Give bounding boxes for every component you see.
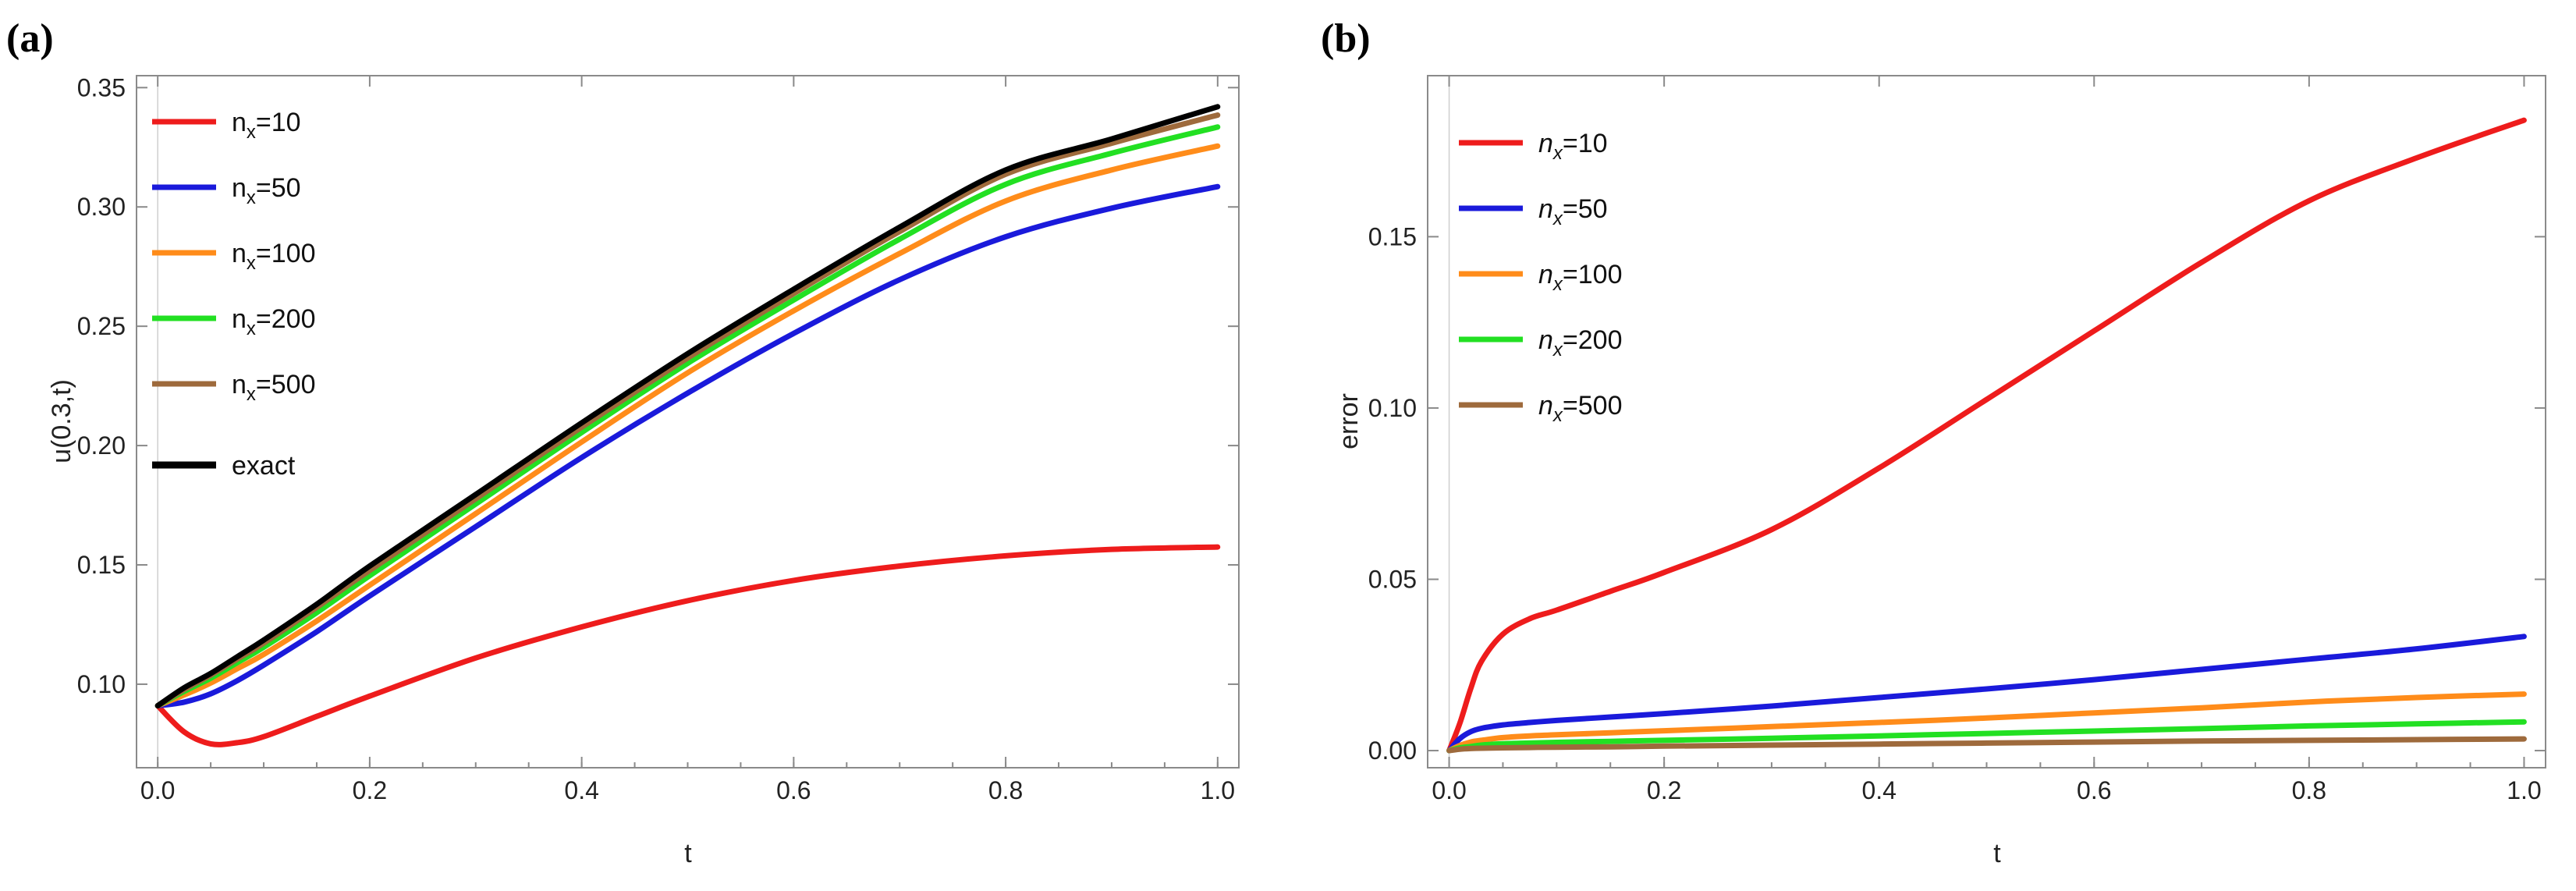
x-tick-label: 1.0 — [2507, 776, 2541, 804]
x-tick-label: 0.0 — [140, 776, 175, 804]
y-tick-label: 0.00 — [1368, 737, 1417, 765]
panel-b-ticks: 0.0 0.2 0.4 0.6 0.8 1.0 0.00 0.05 0.10 0.15 — [1368, 76, 2546, 804]
series-line-n-x-500 — [1446, 736, 2527, 754]
panel-b-plot-frame — [1427, 75, 2546, 769]
legend-label-n-x-500: nx=500 — [1538, 391, 1623, 426]
y-tick-label: 0.15 — [77, 551, 126, 579]
panel-b-x-axis-label: t — [1993, 839, 2001, 868]
y-tick-label: 0.15 — [1368, 222, 1417, 250]
panel-b-label: (b) — [1321, 16, 1371, 61]
series-line-n-x-10 — [1446, 117, 2527, 754]
x-tick-label: 0.4 — [564, 776, 598, 804]
panel-b-series — [1446, 117, 2527, 754]
legend-label-n-x-50: nx=50 — [1538, 194, 1608, 229]
x-tick-label: 0.2 — [353, 776, 387, 804]
series-line-n-x-100 — [154, 143, 1221, 708]
series-line-n-x-50 — [1446, 634, 2527, 754]
legend-label-n-x-200: nx=200 — [232, 304, 316, 339]
series-line-n-x-10 — [154, 544, 1221, 747]
panel-a-y-axis-label: u(0.3,t) — [47, 379, 76, 463]
series-line-exact — [154, 104, 1221, 708]
y-tick-label: 0.35 — [77, 73, 126, 101]
series-line-n-x-50 — [154, 183, 1221, 708]
y-tick-label: 0.05 — [1368, 565, 1417, 593]
legend-label-n-x-100: nx=100 — [1538, 260, 1623, 295]
legend-label-n-x-10: nx=10 — [232, 108, 301, 143]
panel-a-series — [154, 104, 1221, 747]
legend-label-n-x-100: nx=100 — [232, 239, 316, 274]
legend-label-n-x-200: nx=200 — [1538, 325, 1623, 360]
x-tick-label: 0.0 — [1432, 776, 1466, 804]
y-tick-label: 0.25 — [77, 312, 126, 340]
x-tick-label: 0.4 — [1861, 776, 1896, 804]
panel-b: (b) t error 0.0 0.2 0.4 0.6 0.8 1.00.000.050.… — [1321, 16, 2546, 868]
y-tick-label: 0.10 — [77, 670, 126, 698]
panel-b-y-axis-label: error — [1334, 393, 1364, 449]
panel-a: (a) t u(0.3,t) 0.0 0.2 0.4 0.6 0.8 1.0 0.10 0.1… — [6, 16, 1240, 868]
legend-label-n-x-500: nx=500 — [232, 370, 316, 405]
series-line-n-x-500 — [154, 112, 1221, 708]
x-tick-label: 0.6 — [776, 776, 811, 804]
y-tick-label: 0.10 — [1368, 394, 1417, 422]
panel-a-x-axis-label: t — [684, 839, 692, 868]
series-line-n-x-100 — [1446, 691, 2527, 754]
x-tick-label: 1.0 — [1201, 776, 1235, 804]
x-tick-label: 0.6 — [2077, 776, 2111, 804]
legend-label-n-x-10: nx=10 — [1538, 129, 1608, 164]
series-line-n-x-200 — [154, 124, 1221, 708]
y-tick-label: 0.30 — [77, 193, 126, 221]
panel-a-legend: nx=10 nx=50 nx=100 nx=200 nx=500 exact — [152, 108, 316, 481]
y-tick-label: 0.20 — [77, 431, 126, 460]
series-line-n-x-200 — [1446, 719, 2527, 754]
panel-a-label: (a) — [6, 16, 54, 61]
legend-label-n-x-50: nx=50 — [232, 173, 301, 208]
panel-b-legend: nx=10 nx=50 nx=100 nx=200 nx=500 — [1459, 129, 1623, 426]
legend-label-exact: exact — [232, 451, 296, 481]
x-tick-label: 0.2 — [1647, 776, 1681, 804]
panel-a-ticks: 0.0 0.2 0.4 0.6 0.8 1.0 0.10 0.15 0.20 0.25 0.30 0.… — [77, 73, 1239, 804]
x-tick-label: 0.8 — [988, 776, 1023, 804]
x-tick-label: 0.8 — [2292, 776, 2326, 804]
